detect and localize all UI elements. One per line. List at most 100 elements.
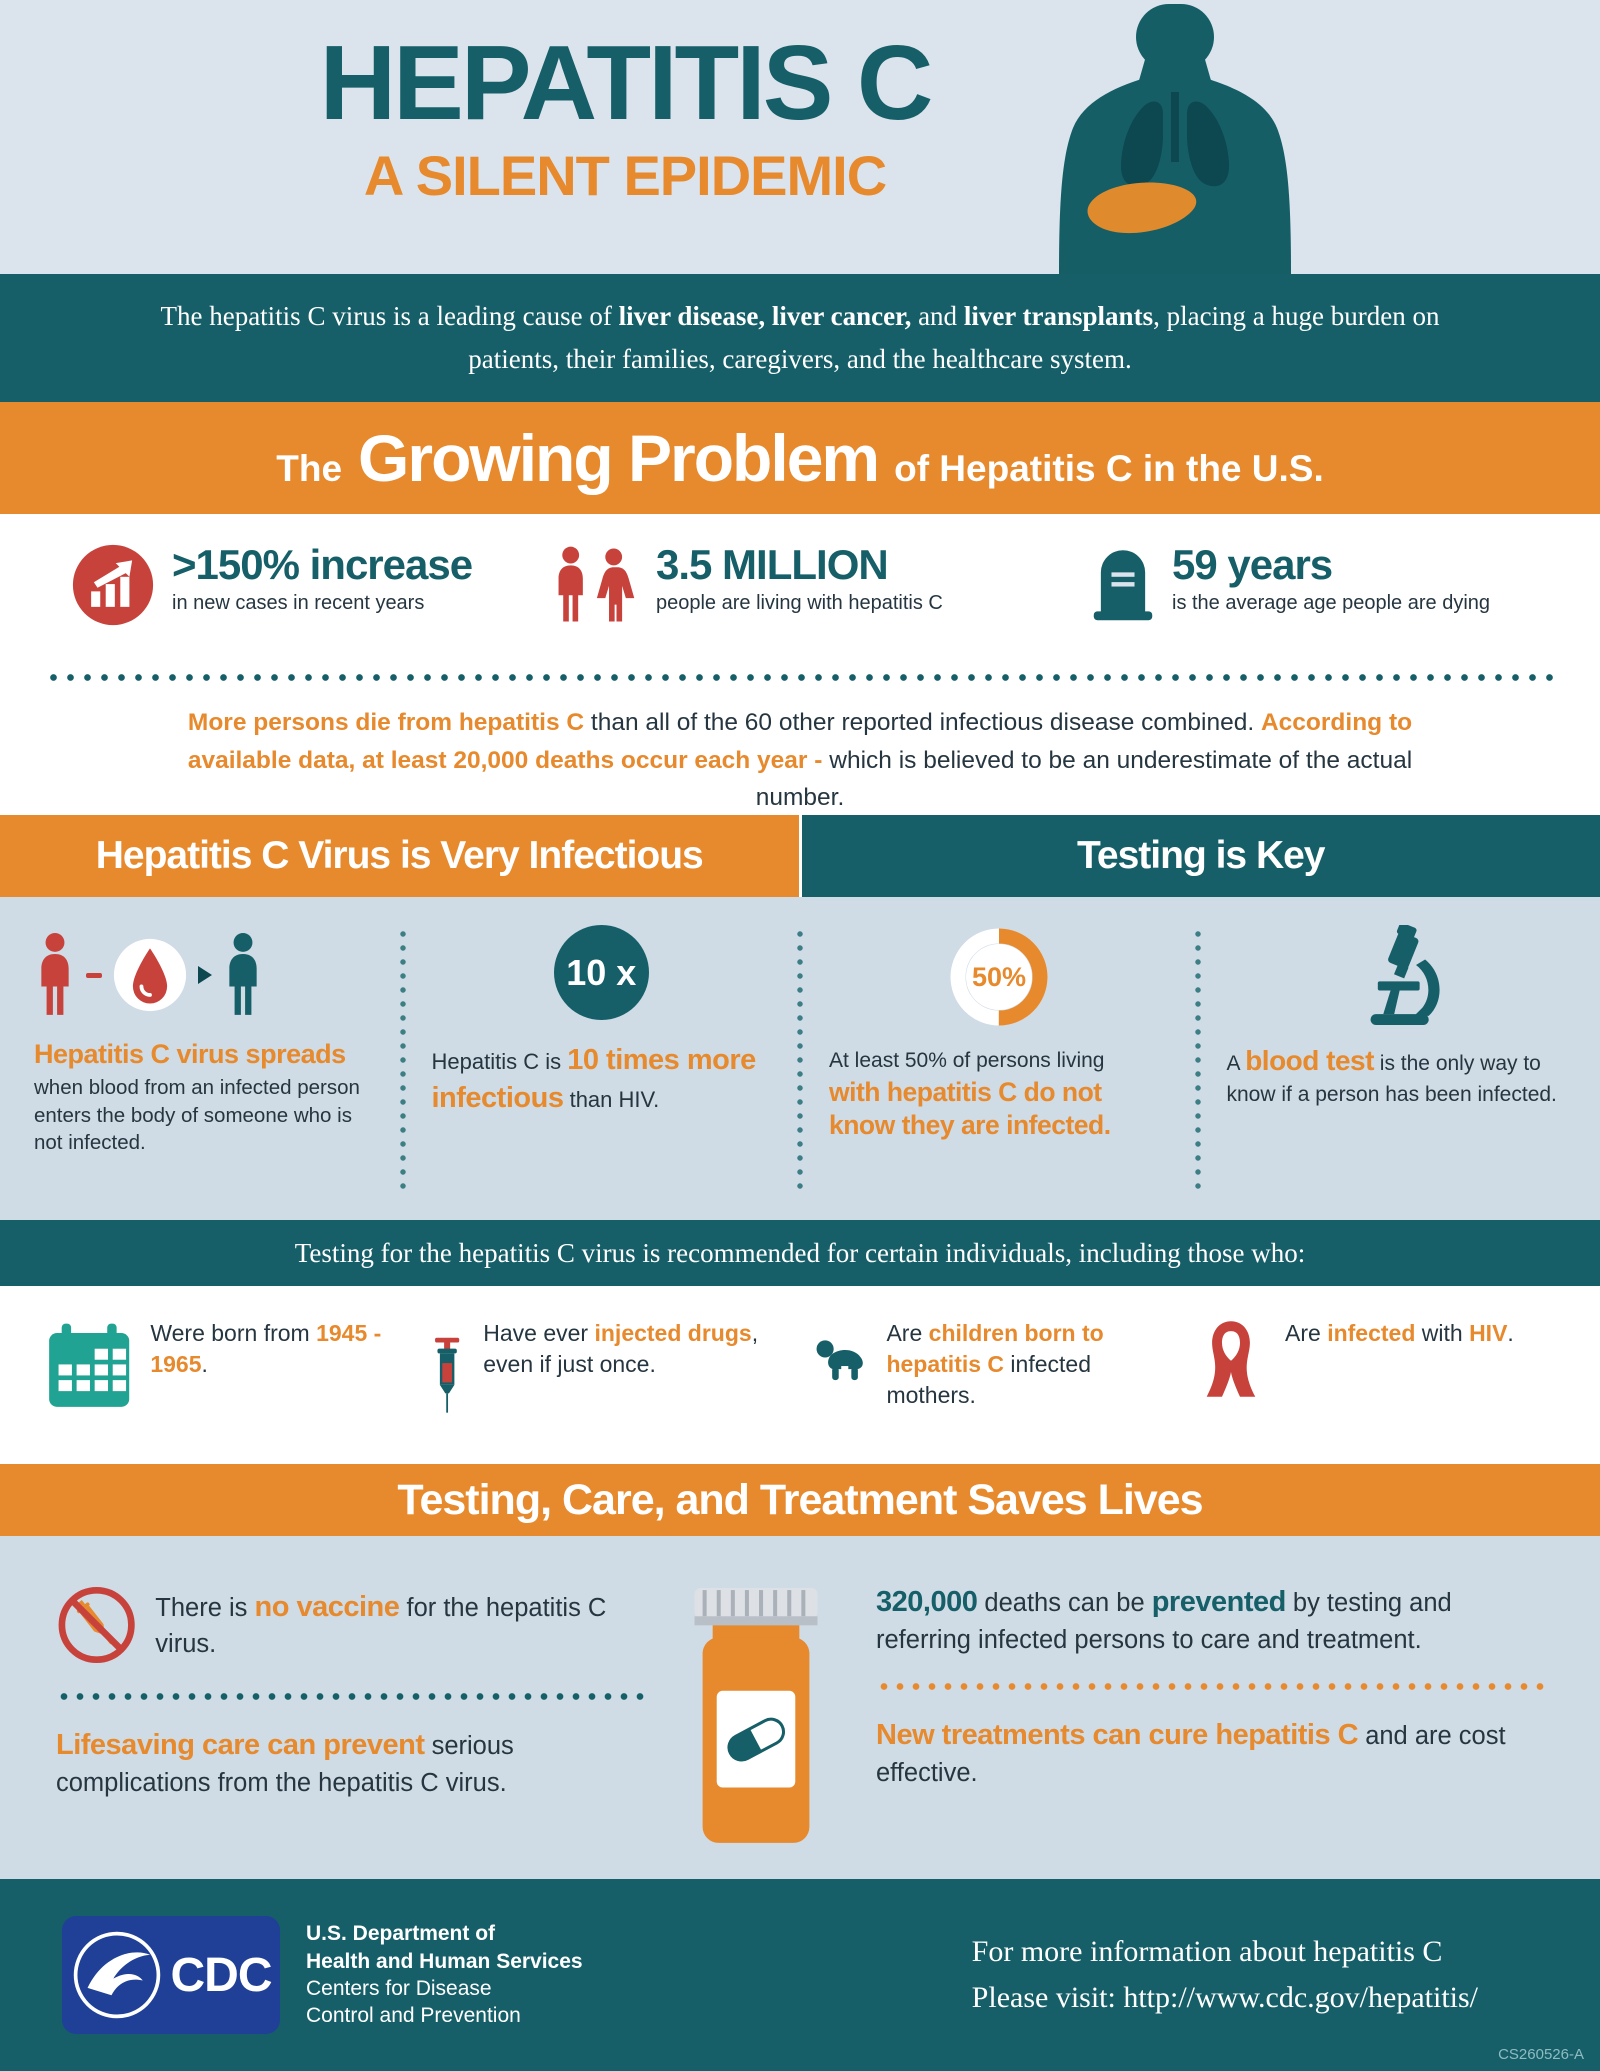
recommended-injected: Have ever injected drugs, even if just o… <box>417 1314 800 1464</box>
header-very-infectious: Hepatitis C Virus is Very Infectious <box>0 815 799 897</box>
document-code: CS260526-A <box>1498 2046 1584 2063</box>
intro-bold: liver transplants <box>963 300 1154 331</box>
text-part: serious complications from the hepatitis… <box>56 1732 514 1797</box>
info-url[interactable]: Please visit: http://www.cdc.gov/hepatit… <box>971 1981 1478 2014</box>
recommended-section: Were born from 1945 - 1965. Have ever in… <box>0 1286 1600 1464</box>
item-text: Have ever <box>483 1320 595 1346</box>
microscope-icon <box>1370 925 1440 1025</box>
fifty-percent-donut: 50% <box>947 925 1051 1029</box>
dotted-divider-vertical <box>797 927 803 1190</box>
stat-age: 59 years is the average age people are d… <box>1092 544 1528 626</box>
intro-bold: liver disease, liver cancer, <box>618 300 912 331</box>
infectious-panel: Hepatitis C virus spreads when blood fro… <box>0 897 1600 1220</box>
page-subtitle: A SILENT EPIDEMIC <box>363 144 887 208</box>
cure-text: New treatments can cure hepatitis C and … <box>876 1715 1548 1791</box>
item-text: . <box>1507 1320 1514 1346</box>
recommended-born: Were born from 1945 - 1965. <box>34 1314 417 1464</box>
unaware-column: 50% At least 50% of persons living with … <box>803 925 1195 1192</box>
tombstone-icon <box>1093 550 1153 621</box>
item-highlight: 1945 - 1965 <box>150 1320 382 1378</box>
footer: CDC U.S. Department of Health and Human … <box>0 1879 1600 2071</box>
saves-lives-banner: Testing, Care, and Treatment Saves Lives <box>0 1464 1600 1536</box>
ribbon-icon <box>1206 1321 1256 1397</box>
pill-bottle-icon <box>694 1588 818 1843</box>
item-highlight: HIV <box>1469 1320 1508 1346</box>
dotted-divider <box>56 1692 646 1701</box>
item-highlight: infected <box>1327 1320 1416 1346</box>
blood-drop-icon <box>113 938 187 1012</box>
dotted-divider-vertical <box>399 927 406 1190</box>
text-part: and are cost effective. <box>876 1722 1506 1787</box>
recommended-children: Are children born to hepatitis C infecte… <box>800 1314 1183 1464</box>
item-text: Are <box>1285 1320 1328 1346</box>
ten-times-highlight: 10 times more infectious <box>431 1044 757 1114</box>
stat-value: 3.5 MILLION <box>656 541 889 588</box>
header: HEPATITIS C A SILENT EPIDEMIC <box>0 0 1600 274</box>
recommended-hiv: Are infected with HIV. <box>1183 1314 1566 1464</box>
blood-test-highlight: blood test <box>1245 1045 1374 1076</box>
prevented-number: 320,000 <box>876 1586 978 1618</box>
fifty-donut-arc <box>950 928 1048 1026</box>
blood-test-post: is the only way to know if a person has … <box>1226 1052 1557 1107</box>
dept-line: Health and Human Services <box>306 1949 583 1973</box>
arrow-right-icon <box>198 966 212 984</box>
unaware-highlight: with hepatitis C do not know they are in… <box>829 1077 1111 1141</box>
deaths-text: which is believed to be an underestimate… <box>755 746 1413 812</box>
department-block: U.S. Department of Health and Human Serv… <box>306 1920 583 2029</box>
text-part: for the hepatitis C virus. <box>155 1593 607 1659</box>
intro-part: The hepatitis C virus is a leading cause… <box>160 300 619 331</box>
banner-post: of Hepatitis C in the U.S. <box>894 448 1324 489</box>
intro-part: , placing a huge burden on patients, the… <box>468 300 1440 374</box>
hhs-seal-icon <box>73 1931 160 2019</box>
dotted-divider <box>876 1682 1548 1692</box>
text-part: deaths can be <box>977 1589 1152 1617</box>
deaths-statement: More persons die from hepatitis C than a… <box>0 706 1600 815</box>
no-vaccine-text: There is no vaccine for the hepatitis C … <box>155 1587 646 1663</box>
no-vaccine-icon <box>58 1586 135 1664</box>
banner-highlight: Growing Problem <box>358 421 880 495</box>
item-text: infected mothers. <box>886 1351 1091 1409</box>
prevented-text: 320,000 deaths can be prevented by testi… <box>876 1582 1548 1658</box>
people-icon <box>558 546 635 622</box>
section-header-row: Hepatitis C Virus is Very Infectious Tes… <box>0 815 1600 897</box>
stat-caption: in new cases in recent years <box>172 592 425 614</box>
text-highlight: no vaccine <box>254 1590 400 1623</box>
spread-text: when blood from an infected person enter… <box>34 1076 360 1155</box>
baby-icon <box>816 1340 863 1381</box>
spread-column: Hepatitis C virus spreads when blood fro… <box>8 925 400 1192</box>
treatment-panel: There is no vaccine for the hepatitis C … <box>0 1536 1600 1879</box>
text-part: There is <box>155 1593 255 1622</box>
human-torso-liver-icon <box>1059 4 1291 274</box>
spread-heading: Hepatitis C virus spreads <box>34 1039 346 1069</box>
growing-problem-text: The Growing Problem of Hepatitis C in th… <box>276 420 1323 496</box>
title-block: HEPATITIS C A SILENT EPIDEMIC <box>150 24 1100 208</box>
item-text: . <box>201 1351 208 1378</box>
org-line: Centers for Disease <box>306 1977 492 2000</box>
calendar-icon <box>49 1323 130 1407</box>
page-title: HEPATITIS C <box>319 24 934 142</box>
stat-living: 3.5 MILLION people are living with hepat… <box>552 544 1092 626</box>
cdc-logo: CDC <box>62 1916 280 2034</box>
item-text: Are <box>886 1320 929 1346</box>
liver-icon <box>1087 182 1197 234</box>
text-highlight: prevented <box>1151 1586 1287 1618</box>
ten-times-pre: Hepatitis C is <box>431 1049 568 1074</box>
dotted-divider-vertical <box>1194 927 1201 1190</box>
item-highlight: injected drugs <box>594 1320 752 1346</box>
deaths-text: than all of the 60 other reported infect… <box>590 708 1261 736</box>
text-highlight: New treatments can cure hepatitis C <box>876 1719 1359 1752</box>
item-highlight: children born to hepatitis C <box>886 1320 1104 1378</box>
intro-banner: The hepatitis C virus is a leading cause… <box>0 274 1600 402</box>
dept-line: U.S. Department of <box>306 1922 496 1946</box>
header-testing-is-key: Testing is Key <box>801 815 1600 897</box>
donut-value-label: 50% <box>972 962 1026 992</box>
deaths-highlight: According to available data, at least 20… <box>187 708 1413 774</box>
item-text: Were born from <box>150 1320 317 1346</box>
growing-problem-banner: The Growing Problem of Hepatitis C in th… <box>0 402 1600 514</box>
info-line: For more information about hepatitis C <box>971 1934 1443 1968</box>
ten-times-column: 10 x Hepatitis C is 10 times more infect… <box>406 925 798 1192</box>
text-highlight: Lifesaving care can prevent <box>56 1729 425 1761</box>
unaware-text: At least 50% of persons living <box>829 1049 1105 1072</box>
stat-value: >150% increase <box>172 541 473 588</box>
